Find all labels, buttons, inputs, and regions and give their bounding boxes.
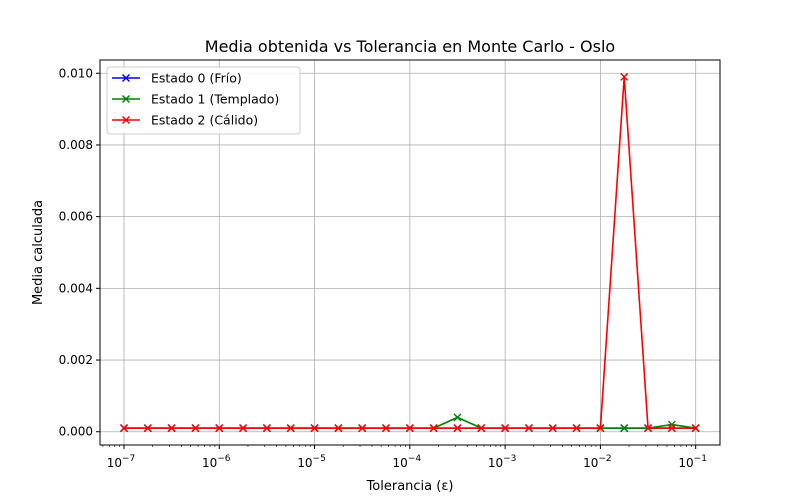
x-tick-label: 10−5: [297, 454, 326, 470]
marker-stroke: [620, 72, 629, 81]
data-point: [215, 424, 224, 433]
marker-stroke: [620, 424, 629, 433]
y-tick-label: 0.000: [59, 425, 93, 439]
y-tick-label: 0.006: [59, 210, 93, 224]
series-group: [119, 72, 700, 433]
marker-stroke: [215, 424, 224, 433]
data-point: [358, 424, 367, 433]
legend-box: [106, 66, 301, 135]
data-point: [429, 424, 438, 433]
marker-stroke: [644, 424, 653, 433]
marker-stroke: [667, 420, 676, 429]
data-point: [477, 424, 486, 433]
legend-item: Estado 1 (Templado): [112, 92, 279, 107]
legend-marker: [122, 74, 130, 82]
marker-stroke: [596, 424, 605, 433]
grid: [100, 60, 720, 445]
data-point: [667, 420, 676, 429]
data-point: [691, 424, 700, 433]
marker-stroke: [382, 424, 391, 433]
data-point: [119, 424, 128, 433]
data-point: [310, 424, 319, 433]
y-tick-label: 0.010: [59, 66, 93, 80]
data-point: [572, 424, 581, 433]
data-point: [262, 424, 271, 433]
marker-stroke: [453, 424, 462, 433]
x-axis-label: Tolerancia (ε): [366, 479, 454, 494]
plot-frame: [99, 59, 721, 446]
data-point: [596, 424, 605, 433]
marker-stroke: [286, 424, 295, 433]
marker-stroke: [572, 424, 581, 433]
legend-label: Estado 0 (Frío): [151, 71, 242, 86]
marker-stroke: [524, 424, 533, 433]
data-point: [143, 424, 152, 433]
data-point: [167, 424, 176, 433]
data-point: [667, 424, 676, 433]
data-point: [286, 424, 295, 433]
chart-title: Media obtenida vs Tolerancia en Monte Ca…: [205, 37, 615, 56]
data-point: [620, 424, 629, 433]
marker-stroke: [239, 424, 248, 433]
marker-stroke: [429, 424, 438, 433]
marker-stroke: [191, 424, 200, 433]
data-point: [382, 424, 391, 433]
marker-stroke: [477, 424, 486, 433]
legend-label: Estado 1 (Templado): [151, 92, 279, 107]
data-point: [334, 424, 343, 433]
marker-stroke: [501, 424, 510, 433]
data-point: [644, 424, 653, 433]
data-point: [453, 424, 462, 433]
x-tick-label: 10−7: [107, 454, 136, 470]
legend-marker: [122, 95, 130, 103]
marker-stroke: [691, 424, 700, 433]
marker-stroke: [262, 424, 271, 433]
data-point: [524, 424, 533, 433]
marker-stroke: [358, 424, 367, 433]
x-tick-label: 10−4: [393, 454, 422, 470]
x-tick-label: 10−2: [583, 454, 612, 470]
data-point: [405, 424, 414, 433]
legend-label: Estado 2 (Cálido): [151, 113, 258, 128]
legend-item: Estado 0 (Frío): [112, 71, 242, 86]
marker-stroke: [405, 424, 414, 433]
legend-marker: [122, 116, 130, 124]
data-point: [501, 424, 510, 433]
x-tick-label: 10−1: [678, 454, 707, 470]
y-tick-label: 0.008: [59, 138, 93, 152]
marker-stroke: [167, 424, 176, 433]
marker-stroke: [453, 413, 462, 422]
x-tick-label: 10−6: [202, 454, 231, 470]
y-tick-label: 0.004: [59, 281, 93, 295]
data-point: [620, 72, 629, 81]
data-point: [453, 413, 462, 422]
y-axis-label: Media calculada: [31, 200, 46, 305]
marker-stroke: [667, 424, 676, 433]
marker-stroke: [119, 424, 128, 433]
data-point: [191, 424, 200, 433]
legend-item: Estado 2 (Cálido): [112, 113, 258, 128]
y-tick-label: 0.002: [59, 353, 93, 367]
marker-stroke: [548, 424, 557, 433]
data-point: [239, 424, 248, 433]
marker-stroke: [310, 424, 319, 433]
legend: Estado 0 (Frío) Estado 1 (Templado) Estado…: [106, 66, 301, 135]
marker-stroke: [143, 424, 152, 433]
data-point: [548, 424, 557, 433]
marker-stroke: [334, 424, 343, 433]
x-tick-label: 10−3: [488, 454, 517, 470]
